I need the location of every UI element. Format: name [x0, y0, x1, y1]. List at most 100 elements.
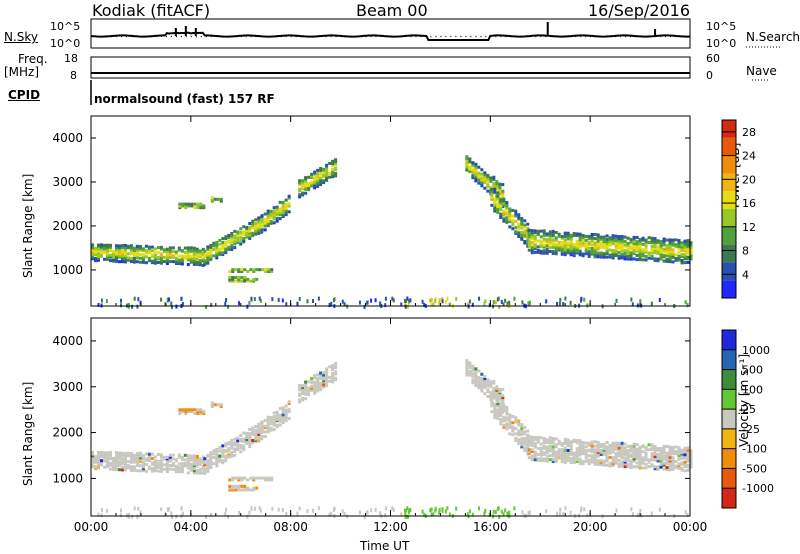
power-pixel: [563, 253, 567, 257]
power-pixel: [575, 239, 579, 243]
velocity-pixel: [236, 446, 240, 450]
power-pixel: [477, 165, 481, 169]
power-pixel: [644, 244, 648, 248]
velocity-pixel: [97, 512, 100, 517]
power-pixel: [298, 296, 301, 301]
power-pixel: [523, 241, 527, 245]
power-pixel: [497, 296, 500, 301]
velocity-pixel: [258, 506, 261, 511]
power-pixel: [328, 175, 332, 179]
velocity-pixel: [159, 469, 163, 473]
power-pixel: [665, 246, 669, 250]
power-pixel: [605, 239, 609, 243]
power-pixel: [195, 257, 199, 261]
power-pixel: [686, 245, 690, 249]
power-pixel: [257, 224, 261, 228]
power-pixel: [198, 253, 202, 257]
velocity-pixel: [254, 439, 258, 443]
velocity-pixel: [465, 373, 469, 377]
power-pixel: [566, 251, 570, 255]
velocity-pixel: [236, 448, 240, 452]
velocity-pixel: [147, 457, 151, 461]
velocity-pixel: [653, 456, 657, 460]
velocity-pixel: [623, 446, 627, 450]
velocity-pixel: [99, 463, 103, 467]
velocity-pixel: [499, 410, 503, 414]
power-pixel: [542, 239, 546, 243]
x-tick-label: 00:00: [74, 520, 109, 534]
velocity-pixel: [370, 508, 373, 513]
velocity-pixel: [620, 460, 624, 464]
velocity-pixel: [301, 384, 305, 388]
power-pixel: [206, 260, 210, 264]
velocity-pixel: [584, 445, 588, 449]
power-pixel: [312, 299, 315, 304]
velocity-pixel: [590, 444, 594, 448]
power-pixel: [192, 262, 196, 266]
velocity-pixel: [514, 432, 518, 436]
velocity-pixel: [239, 450, 243, 454]
velocity-pixel: [520, 426, 524, 430]
power-pixel: [243, 268, 247, 272]
velocity-pixel: [683, 465, 687, 469]
velocity-pixel: [501, 410, 505, 414]
power-pixel: [316, 175, 320, 179]
power-pixel: [174, 256, 178, 260]
velocity-pixel: [141, 465, 145, 469]
velocity-pixel: [301, 388, 305, 392]
velocity-pixel: [611, 456, 615, 460]
velocity-pixel: [240, 488, 244, 492]
velocity-pixel: [566, 438, 570, 442]
power-pixel: [563, 245, 567, 249]
velocity-pixel: [319, 388, 323, 392]
power-pixel: [132, 256, 136, 260]
power-pixel: [480, 168, 484, 172]
velocity-pixel: [298, 386, 302, 390]
velocity-pixel: [199, 410, 203, 414]
power-pixel: [243, 279, 247, 283]
velocity-pixel: [438, 510, 441, 515]
power-pixel: [533, 239, 537, 243]
power-pixel: [96, 251, 100, 255]
velocity-colorbar-swatch: [722, 330, 736, 350]
power-pixel: [563, 231, 567, 235]
power-pixel: [287, 194, 291, 198]
power-pixel: [117, 250, 121, 254]
velocity-pixel: [474, 383, 478, 387]
power-pixel: [405, 298, 408, 303]
power-pixel: [242, 237, 246, 241]
velocity-pixel: [638, 451, 642, 455]
power-pixel: [227, 245, 231, 249]
velocity-pixel: [316, 379, 320, 383]
power-pixel: [635, 240, 639, 244]
velocity-pixel: [224, 444, 228, 448]
power-pixel: [160, 297, 163, 302]
velocity-pixel: [322, 371, 326, 375]
velocity-pixel: [517, 442, 521, 446]
power-pixel: [530, 246, 534, 250]
power-pixel: [91, 246, 94, 250]
power-pixel: [141, 249, 145, 253]
power-pixel: [170, 305, 173, 310]
velocity-pixel: [528, 510, 531, 515]
power-pixel: [278, 213, 282, 217]
velocity-pixel: [114, 466, 118, 470]
velocity-pixel: [644, 453, 648, 457]
power-pixel: [671, 242, 675, 246]
velocity-pixel: [246, 478, 250, 482]
velocity-pixel: [492, 390, 496, 394]
velocity-pixel: [536, 446, 540, 450]
power-pixel: [668, 246, 672, 250]
velocity-pixel: [575, 459, 579, 463]
velocity-pixel: [252, 478, 256, 482]
velocity-pixel: [545, 459, 549, 463]
velocity-pixel: [498, 387, 502, 391]
velocity-pixel: [209, 464, 213, 468]
power-pixel: [108, 255, 112, 259]
power-pixel: [686, 241, 690, 245]
power-pixel: [650, 244, 654, 248]
power-pixel: [156, 251, 160, 255]
velocity-pixel: [168, 464, 172, 468]
velocity-pixel: [662, 461, 666, 465]
velocity-pixel: [260, 429, 264, 433]
